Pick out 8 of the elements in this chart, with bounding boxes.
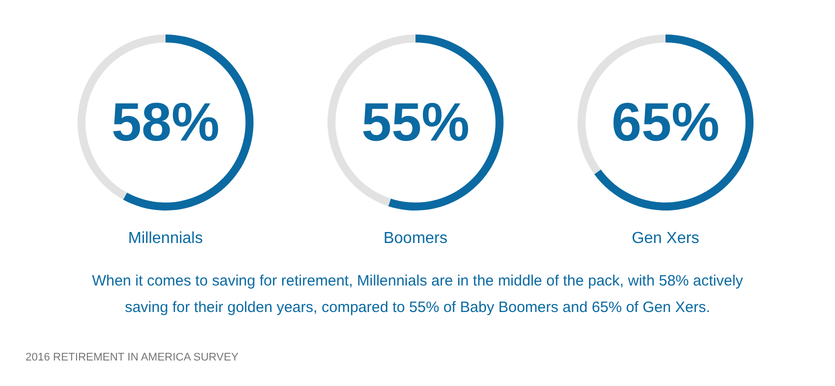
text: Gen Xers [632, 230, 700, 247]
text: When it comes to saving for retirement, Millennials are in the middle of the pack, with 58% actively saving for their golden years, compared to 55% of Baby Boomers and 65% of Gen Xers. [92, 272, 744, 316]
text: 58% [111, 92, 220, 152]
text: 65% [611, 92, 720, 152]
text: Boomers [383, 230, 448, 247]
text: Millennials [128, 230, 203, 247]
text: 2016 RETIREMENT IN AMERICA SURVEY [26, 352, 240, 364]
text: 55% [361, 92, 470, 152]
